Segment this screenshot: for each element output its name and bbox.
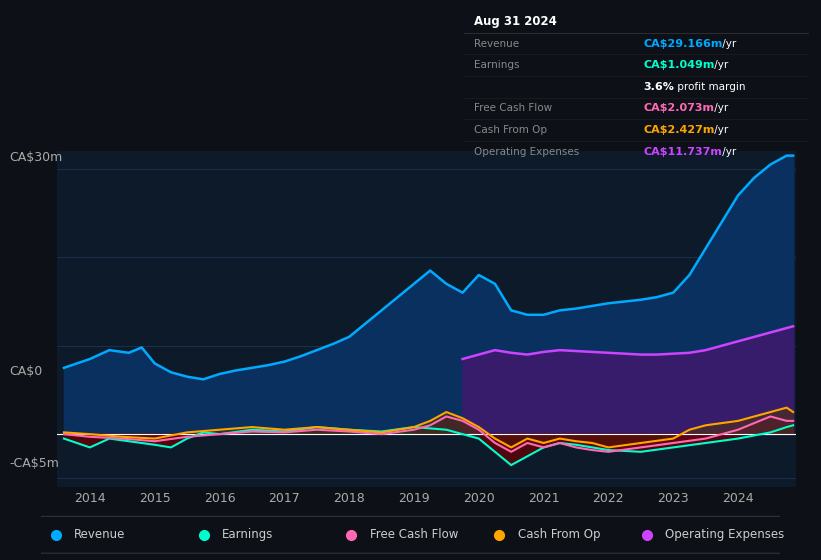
Text: Aug 31 2024: Aug 31 2024 [475, 16, 557, 29]
Text: Operating Expenses: Operating Expenses [475, 147, 580, 157]
Text: 3.6%: 3.6% [643, 82, 674, 92]
Text: CA$11.737m: CA$11.737m [643, 147, 722, 157]
Text: Earnings: Earnings [475, 60, 520, 70]
Text: CA$1.049m: CA$1.049m [643, 60, 714, 70]
Text: /yr: /yr [719, 39, 736, 49]
Text: Free Cash Flow: Free Cash Flow [370, 528, 458, 542]
Text: Revenue: Revenue [475, 39, 520, 49]
Text: CA$0: CA$0 [10, 365, 43, 378]
Text: CA$2.073m: CA$2.073m [643, 104, 714, 114]
Text: CA$30m: CA$30m [10, 151, 62, 164]
Text: /yr: /yr [712, 60, 729, 70]
Text: Cash From Op: Cash From Op [475, 125, 548, 135]
Text: -CA$5m: -CA$5m [10, 457, 59, 470]
Text: CA$2.427m: CA$2.427m [643, 125, 714, 135]
Text: Cash From Op: Cash From Op [518, 528, 600, 542]
Text: Operating Expenses: Operating Expenses [666, 528, 785, 542]
Text: /yr: /yr [712, 125, 729, 135]
Text: /yr: /yr [719, 147, 736, 157]
Text: /yr: /yr [712, 104, 729, 114]
Text: profit margin: profit margin [673, 82, 745, 92]
Text: CA$29.166m: CA$29.166m [643, 39, 722, 49]
Text: Earnings: Earnings [222, 528, 273, 542]
Text: Revenue: Revenue [75, 528, 126, 542]
Text: Free Cash Flow: Free Cash Flow [475, 104, 553, 114]
